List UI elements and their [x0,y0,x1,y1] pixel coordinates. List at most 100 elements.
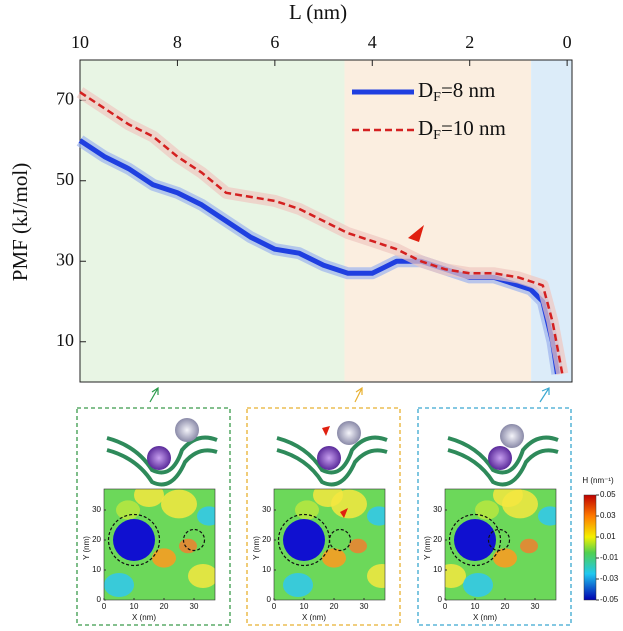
x-tick-label: 10 [71,32,89,52]
contact-outline [487,528,511,552]
y-tick-label: 0 [267,595,272,604]
region [344,60,532,382]
inset-panel: 0 10 20 30 0 10 20 30 X (nm) Y (nm) [417,407,572,626]
heatmap-frame [103,488,216,601]
contact-outline [182,528,206,552]
y-tick-label: 30 [56,249,74,269]
x-axis-title: X (nm) [302,613,326,622]
membrane [106,435,218,475]
x-tick-label: 0 [272,602,277,611]
heatmap-blob [313,489,343,507]
y-tick-label: 30 [92,505,101,514]
contact-outline [107,513,161,567]
plot-frame [79,59,573,383]
heatmap-blob [283,573,313,597]
y-tick-label: 20 [92,535,101,544]
heatmap-blob [475,500,499,520]
x-tick-label: 10 [471,602,480,611]
y-tick-label: 10 [92,565,101,574]
panels: 0 10 20 30 0 10 20 30 X (nm) Y (nm) 0 10 20 30 0 10 20 30… [76,407,572,626]
nanoparticle [337,421,361,445]
nanoparticle [500,424,524,448]
x-tick-label: 10 [130,602,139,611]
x-tick-label: 0 [443,602,448,611]
y-tick-label: 10 [262,565,271,574]
panel-border [76,407,231,626]
y-axis-title: PMF (kJ/mol) [8,163,32,281]
membrane [276,435,388,475]
heatmap [104,489,215,600]
annotation-arrow [322,426,330,436]
x-tick-label: 0 [563,32,572,52]
nanoparticle [175,418,199,442]
colorbar-label: H (nm⁻¹) [582,476,614,485]
colorbar-tick-label: -0.03 [600,574,619,583]
heatmap-frame [444,488,557,601]
inset-panel: 0 10 20 30 0 10 20 30 X (nm) Y (nm) [76,407,231,626]
heatmap-core [454,519,496,561]
x-tick-label: 8 [173,32,182,52]
heatmap [445,489,556,600]
heatmap-blob [463,573,493,597]
heatmap-blob [367,564,385,588]
x-tick-label: 20 [160,602,169,611]
x-tick-label: 30 [531,602,540,611]
colorbar: H (nm⁻¹) 0.05 0.03 0.01 -0.01 -0.03 -0.05 [582,476,618,604]
colorbar-tick-label: -0.01 [600,553,619,562]
heatmap-blob [493,548,517,568]
x-tick-label: 0 [102,602,107,611]
legend-label: DF=8 nm [418,78,495,105]
annotation-arrow [408,225,424,242]
heatmap-blob [116,500,140,520]
y-axis-title: Y (nm) [82,536,91,560]
y-tick-label: 30 [262,505,271,514]
nanoparticle [317,446,341,470]
nanoparticle [147,446,171,470]
nanoparticle [488,446,512,470]
membrane [447,448,559,487]
colorbar-tick-label: -0.05 [600,595,619,604]
heatmap-blob [152,548,176,568]
heatmap-blob [367,506,385,526]
y-tick-label: 10 [433,565,442,574]
y-tick-label: 50 [56,169,74,189]
x-axis-title: X (nm) [132,613,156,622]
region [80,60,345,382]
pointer-arrows [149,386,550,403]
heatmap-blob [520,538,538,554]
colorbar-gradient [583,494,597,601]
contact-outline [448,513,502,567]
heatmap-blob [493,489,523,507]
membrane [447,435,559,475]
inset-panel: 0 10 20 30 0 10 20 30 X (nm) Y (nm) [246,407,401,626]
y-tick-label: 70 [56,88,74,108]
heatmap-blob [188,564,215,588]
heatmap-blob [134,489,164,507]
x-tick-label: 4 [368,32,377,52]
heatmap-blob [349,538,367,554]
plot [76,59,573,383]
heatmap-blob [445,564,466,588]
panel-border [417,407,572,626]
x-tick-label: 30 [360,602,369,611]
heatmap-blob [538,506,556,526]
contact-outline [328,528,352,552]
heatmap-frame [273,488,386,601]
legend-label: DF=10 nm [418,116,506,143]
panel-border [246,407,401,626]
series-line [78,138,560,375]
y-tick-label: 20 [433,535,442,544]
colorbar-tick-label: 0.03 [600,511,616,520]
y-tick-label: 0 [97,595,102,604]
heatmap-core [113,519,155,561]
y-axis-title: Y (nm) [423,536,432,560]
y-tick-label: 0 [438,595,443,604]
y-tick-label: 20 [262,535,271,544]
colorbar-tick-label: 0.01 [600,532,616,541]
x-axis-title: L (nm) [289,0,347,24]
heatmap [274,489,385,600]
y-axis-title: Y (nm) [252,536,261,560]
x-tick-label: 20 [330,602,339,611]
x-tick-label: 30 [190,602,199,611]
heatmap-blob [322,548,346,568]
